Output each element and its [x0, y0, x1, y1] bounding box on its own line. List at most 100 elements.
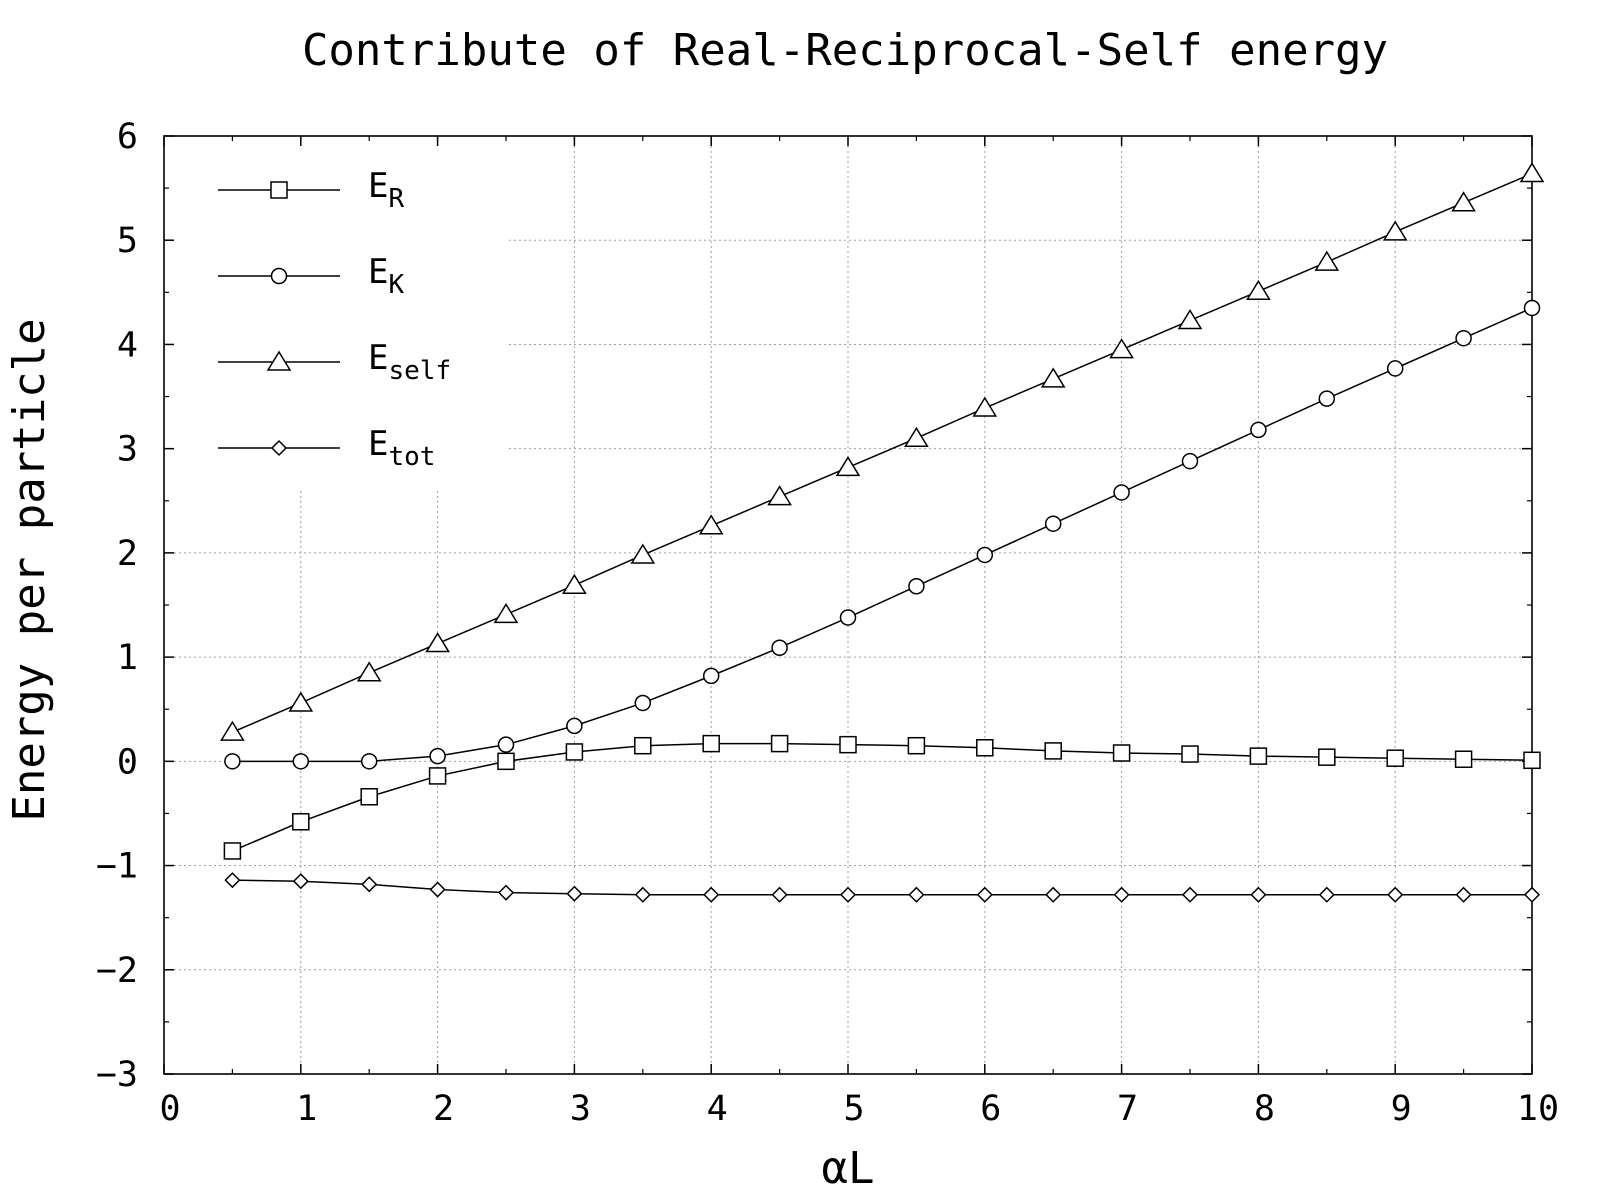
point-e-tot [1113, 886, 1130, 903]
point-e-tot [1250, 886, 1267, 903]
series-line-e-self [232, 172, 1533, 733]
point-e-k [429, 747, 446, 765]
point-e-k [1044, 515, 1062, 532]
point-e-self [562, 573, 587, 594]
axes: 0 1 2 3 4 5 6 7 8 9 10 −3 −2 −1 0 1 2 3 4 5 6 [96, 117, 1559, 1129]
point-e-k [1455, 329, 1472, 347]
legend-label-e-k: EK [368, 252, 404, 300]
point-e-k [360, 753, 378, 770]
point-e-k [566, 717, 583, 735]
point-e-self [493, 602, 519, 624]
point-e-k [976, 546, 994, 564]
y-tick-label: 1 [117, 638, 138, 678]
point-e-self [698, 514, 724, 535]
x-tick-label: 1 [296, 1089, 317, 1129]
point-e-tot [1523, 886, 1541, 903]
point-e-tot [361, 876, 378, 893]
y-tick-label: −3 [96, 1055, 138, 1095]
y-tick-label: 2 [117, 534, 138, 574]
y-tick-label: 6 [117, 117, 138, 157]
point-e-tot [497, 884, 515, 901]
point-e-k [1318, 390, 1336, 407]
y-tick-label: 3 [117, 430, 138, 470]
point-e-r [839, 735, 857, 754]
x-tick-label: 6 [980, 1089, 1001, 1129]
point-e-r [1454, 750, 1473, 768]
point-e-r [360, 788, 378, 806]
point-e-k [1113, 484, 1130, 501]
point-e-self [425, 632, 450, 653]
point-e-self [630, 543, 656, 564]
y-tick-label: 0 [117, 742, 138, 782]
point-e-tot [839, 886, 857, 903]
point-e-r [1318, 748, 1336, 766]
series-line-e-k [232, 307, 1533, 763]
point-e-k [292, 753, 310, 770]
point-e-self [767, 485, 792, 506]
point-e-self [288, 691, 314, 712]
point-e-self [835, 455, 861, 477]
point-e-self [220, 720, 245, 741]
point-e-k [497, 736, 515, 753]
legend-marker-e-self [266, 350, 292, 371]
legend-marker-e-tot [270, 439, 288, 457]
x-tick-label: 5 [843, 1089, 864, 1129]
y-tick-label: 4 [117, 325, 138, 365]
point-e-self [1382, 220, 1408, 241]
x-tick-label: 10 [1517, 1089, 1559, 1129]
point-e-k [224, 753, 241, 770]
x-tick-label: 2 [433, 1089, 454, 1129]
point-e-tot [634, 886, 651, 903]
point-e-tot [1181, 886, 1199, 903]
legend-label-e-self: Eself [368, 338, 451, 386]
x-tick-label: 0 [159, 1089, 180, 1129]
point-e-k [634, 694, 652, 712]
point-e-r [497, 752, 515, 771]
point-e-k [908, 577, 925, 595]
point-e-self [1177, 309, 1203, 330]
point-e-k [1523, 299, 1541, 317]
y-tick-label: −2 [96, 951, 138, 991]
point-e-k [839, 609, 857, 626]
legend-label-e-tot: Etot [368, 424, 435, 472]
point-e-tot [1045, 886, 1062, 903]
point-e-r [1523, 751, 1541, 770]
point-e-self [1040, 367, 1066, 388]
series-line-e-r [232, 742, 1533, 852]
point-e-k [771, 639, 788, 656]
point-e-tot [429, 881, 446, 898]
point-e-tot [908, 886, 925, 903]
legend-box [166, 138, 506, 488]
point-e-self [1451, 191, 1476, 212]
point-e-tot [1387, 886, 1404, 903]
point-e-k [702, 667, 720, 685]
point-e-tot [771, 886, 788, 903]
point-e-k [1386, 360, 1404, 377]
x-tick-label: 3 [570, 1089, 591, 1129]
y-axis-label: Energy per particle [4, 318, 55, 821]
point-e-self [1109, 338, 1134, 359]
point-e-r [565, 743, 584, 761]
point-e-self [356, 661, 382, 682]
point-e-tot [292, 873, 309, 890]
legend-label-e-r: ER [368, 166, 404, 214]
point-e-tot [1318, 886, 1335, 903]
chart-title: Contribute of Real-Reciprocal-Self energ… [302, 25, 1388, 76]
legend-marker-e-r [270, 181, 288, 199]
series-line-e-tot [232, 879, 1532, 896]
point-e-r [907, 736, 926, 755]
y-tick-label: 5 [117, 221, 138, 261]
point-e-r [1386, 749, 1404, 767]
point-e-r [428, 767, 447, 785]
point-e-r [223, 842, 242, 860]
point-e-r [634, 736, 652, 755]
y-tick-label: −1 [96, 847, 138, 887]
point-e-tot [703, 886, 720, 903]
point-e-self [1519, 162, 1545, 183]
legend: ER EK Eself Etot [218, 166, 451, 472]
point-e-self [972, 396, 998, 417]
point-e-tot [1455, 886, 1472, 903]
point-e-r [702, 734, 720, 753]
plot-frame [163, 135, 1533, 1075]
